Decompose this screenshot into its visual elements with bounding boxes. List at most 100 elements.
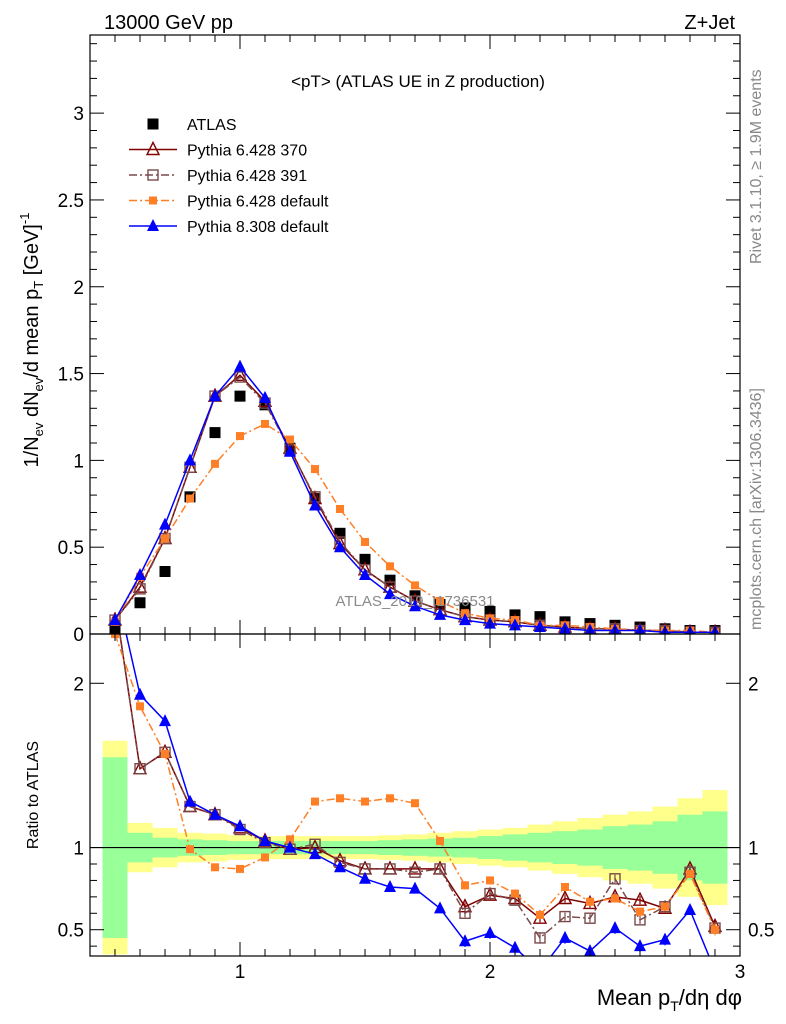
ratio-point [536, 910, 544, 919]
ratio-point [309, 847, 321, 860]
x-tick-label: 2 [485, 962, 496, 983]
data-point [334, 540, 346, 553]
data-point [159, 517, 171, 530]
data-point [436, 597, 444, 606]
data-point [334, 527, 346, 539]
data-point [186, 494, 194, 503]
ratio-point [384, 880, 396, 892]
data-point [484, 605, 496, 617]
ratio-point [411, 799, 419, 808]
ratio-point [184, 794, 196, 807]
ratio-panel [89, 594, 741, 976]
ratio-point [509, 940, 521, 953]
ratio-point [436, 837, 444, 845]
ratio-y-tick-label-right: 1 [748, 839, 759, 860]
legend-marker [147, 219, 159, 231]
ratio-y-tick-label: 0.5 [58, 921, 84, 942]
data-point [359, 567, 371, 580]
ratio-point [634, 939, 646, 952]
ratio-point [609, 873, 621, 885]
ratio-point [609, 921, 621, 934]
ratio-xlabel: Mean pT/dη dφ [597, 985, 742, 1014]
axes: 1 2 300.511.522.530.5 0.51 12 2 [58, 35, 774, 983]
plot-title: <pT> (ATLAS UE in Z production) [291, 72, 545, 91]
data-point [409, 599, 421, 612]
legend-marker [147, 118, 159, 130]
ratio-point [384, 863, 396, 875]
ratio-point [484, 926, 496, 938]
data-point [184, 453, 196, 466]
data-point [361, 537, 369, 546]
data-point [411, 581, 419, 590]
ratio-point [486, 876, 494, 885]
rivet-label: Rivet 3.1.10, ≥ 1.9M events [748, 69, 765, 264]
data-point [386, 562, 394, 571]
ratio-y-tick-label-right: 2 [748, 674, 759, 695]
data-point [209, 389, 221, 402]
ratio-line [125, 634, 710, 956]
series-pythia-8-308-default [109, 359, 720, 634]
data-point [311, 465, 319, 474]
data-point [159, 532, 171, 545]
ratio-point [236, 864, 244, 873]
ratio-y-tick-label-right: 0.5 [748, 921, 774, 942]
ratio-point [632, 891, 648, 906]
y-tick-label: 1.5 [58, 365, 84, 386]
legend-label: ATLAS [187, 117, 237, 134]
ratio-point [511, 889, 519, 898]
ratio-ylabel: Ratio to ATLAS [25, 741, 42, 849]
ratio-point [361, 797, 369, 806]
ratio-point [459, 934, 471, 947]
legend-label: Pythia 6.428 391 [187, 168, 307, 185]
data-point [509, 618, 521, 631]
ratio-point [161, 749, 169, 758]
data-point [134, 597, 146, 609]
ratio-point [311, 797, 319, 806]
ratio-point [461, 881, 469, 890]
data-point [336, 504, 344, 513]
ratio-point [559, 930, 571, 943]
data-point [261, 419, 269, 428]
y-tick-label: 3 [73, 104, 84, 125]
ratio-point [336, 794, 344, 803]
ratio-point [711, 925, 719, 934]
data-point [459, 602, 471, 614]
data-point [309, 498, 321, 511]
data-point [384, 587, 396, 600]
data-point [284, 444, 296, 457]
ratio-point [659, 901, 671, 913]
ratio-point [259, 834, 271, 846]
ratio-point [684, 903, 696, 915]
legend: ATLAS Pythia 6.428 370 Pythia 6.428 391 Pyt… [129, 117, 329, 236]
ratio-point [559, 910, 571, 923]
legend-item: Pythia 8.308 default [129, 219, 329, 236]
y-tick-label: 0.5 [58, 538, 84, 559]
ratio-point [109, 594, 121, 606]
data-point [134, 567, 146, 580]
ratio-point [584, 912, 596, 924]
data-point [259, 399, 271, 411]
ratio-point [409, 866, 421, 878]
data-point [286, 435, 294, 444]
source-label: mcplots.cern.ch [arXiv:1306.3436] [748, 388, 765, 630]
data-point [359, 553, 371, 565]
ratio-point [409, 881, 421, 894]
data-point [236, 432, 244, 441]
legend-marker [147, 169, 159, 181]
x-tick-label: 1 [235, 962, 246, 983]
main-ylabel: 1/Nev dNev/d mean pT [GeV]-1 [17, 213, 46, 468]
data-point [459, 613, 471, 626]
ratio-point [534, 964, 546, 976]
ratio-point [359, 871, 371, 884]
ratio-point [386, 794, 394, 803]
ratio-point [134, 763, 146, 775]
ratio-point [661, 902, 669, 911]
ratio-point [136, 702, 144, 711]
ratio-point [484, 887, 496, 900]
ratio-y-tick-label: 2 [73, 674, 84, 695]
data-point [209, 427, 221, 439]
ratio-point [284, 840, 296, 853]
data-point [134, 583, 146, 595]
data-point [159, 565, 171, 577]
